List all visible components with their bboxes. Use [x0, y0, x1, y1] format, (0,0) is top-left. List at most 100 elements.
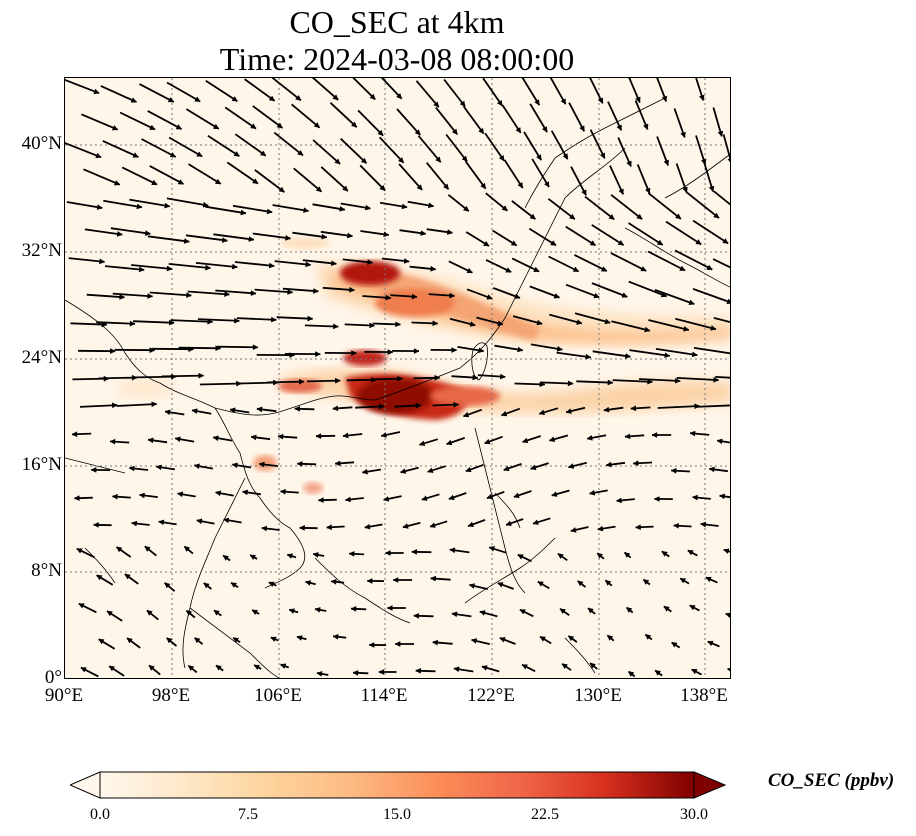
wind-arrow [320, 230, 353, 238]
wind-arrow [197, 318, 240, 322]
wind-arrow-head [700, 521, 707, 528]
wind-arrow-head [517, 346, 524, 353]
wind-arrow-head [433, 101, 440, 108]
wind-arrow-head [710, 325, 717, 331]
wind-arrow-head [297, 149, 304, 156]
map-panel[interactable] [64, 77, 731, 679]
wind-arrow [629, 349, 670, 357]
wind-arrow-head [138, 492, 145, 499]
wind-arrow-head [429, 522, 436, 528]
wind-arrow-head [581, 189, 587, 196]
wind-arrow-head [519, 609, 526, 615]
wind-arrow-head [80, 667, 87, 673]
wind-arrow-head [679, 265, 686, 271]
wind-arrow-head [461, 155, 468, 162]
wind-arrow [530, 343, 563, 351]
wind-arrow [187, 290, 230, 296]
wind-arrow-head [270, 636, 277, 643]
wind-arrow-head [147, 293, 154, 299]
wind-arrow-head [726, 668, 730, 672]
wind-arrow [570, 166, 587, 196]
wind-arrow-head [194, 637, 201, 644]
wind-arrow [96, 321, 136, 325]
wind-arrow [521, 78, 541, 106]
wind-arrow-head [411, 548, 418, 555]
wind-arrow [292, 231, 327, 239]
wind-arrow-head [642, 579, 650, 585]
colorbar-tick: 0.0 [90, 806, 110, 823]
wind-arrow-head [394, 641, 401, 647]
wind-arrow-head [451, 128, 458, 135]
map-subtitle-time: Time: 2024-03-08 08:00:00 [219, 41, 575, 77]
wind-arrow [712, 258, 730, 269]
wind-arrow [378, 136, 405, 164]
wind-arrow-head [332, 94, 339, 101]
wind-arrow-head [266, 208, 273, 215]
wind-arrow-head [534, 99, 540, 106]
wind-arrow-head [334, 158, 341, 165]
wind-arrow-head [128, 465, 135, 472]
wind-arrow [267, 380, 305, 384]
wind-arrow-head [565, 408, 572, 414]
wind-arrow [147, 110, 183, 130]
wind-arrow-head [593, 292, 600, 299]
wind-arrow [65, 142, 102, 159]
wind-arrow [685, 191, 720, 219]
wind-arrow-head [459, 100, 466, 107]
wind-arrow-head [73, 495, 80, 501]
lon-tick: 98°E [151, 685, 191, 706]
wind-arrow [417, 135, 442, 163]
wind-arrow-head [448, 494, 455, 501]
wind-arrow-head [415, 667, 421, 674]
wind-arrow-head [587, 607, 594, 614]
wind-arrow-head [427, 202, 435, 209]
wind-arrow-head [597, 97, 604, 104]
wind-arrow [357, 109, 384, 137]
wind-arrow-head [277, 433, 284, 440]
wind-arrow [293, 167, 323, 193]
wind-arrow [628, 222, 664, 246]
wind-arrow-head [279, 488, 286, 495]
wind-arrow-head [401, 203, 408, 210]
wind-arrow [65, 78, 100, 95]
wind-arrow-head [543, 181, 550, 188]
wind-arrow [565, 225, 596, 247]
wind-arrow-head [296, 635, 303, 641]
wind-arrow-head [713, 212, 720, 219]
wind-arrow [589, 129, 606, 159]
wind-arrow-head [364, 204, 372, 211]
wind-arrow [549, 313, 583, 325]
wind-arrow [329, 102, 358, 128]
wind-arrow-head [416, 184, 423, 191]
wind-arrow-head [478, 347, 485, 354]
wind-arrow-head [395, 321, 402, 328]
wind-arrow-head [98, 638, 105, 645]
wind-arrow-head [674, 377, 681, 384]
wind-arrow [252, 232, 291, 240]
wind-arrow-head [559, 608, 566, 615]
wind-arrow-head [671, 642, 678, 648]
wind-arrow [655, 348, 698, 356]
wind-arrow-head [695, 239, 702, 245]
wind-arrow-head [644, 187, 651, 195]
wind-arrow-head [451, 347, 458, 354]
wind-arrow-head [567, 380, 574, 387]
wind-arrow-head [321, 233, 328, 240]
wind-arrow-head [166, 265, 173, 272]
wind-arrow-head [271, 316, 277, 323]
wind-arrow [529, 285, 560, 299]
wind-arrow-head [496, 99, 503, 107]
wind-arrow-head [597, 525, 604, 532]
wind-arrow-head [603, 406, 610, 413]
wind-arrow-head [443, 183, 449, 190]
wind-arrow-head [576, 319, 583, 325]
wind-arrow [274, 260, 311, 266]
wind-arrow-head [446, 439, 453, 446]
wind-arrow [445, 133, 468, 163]
wind-arrow-head [664, 352, 671, 359]
wind-arrow-head [124, 573, 131, 580]
wind-arrow [306, 379, 341, 383]
wind-arrow-head [185, 610, 193, 616]
wind-arrow-head [670, 467, 677, 474]
wind-arrow-head [367, 259, 374, 265]
